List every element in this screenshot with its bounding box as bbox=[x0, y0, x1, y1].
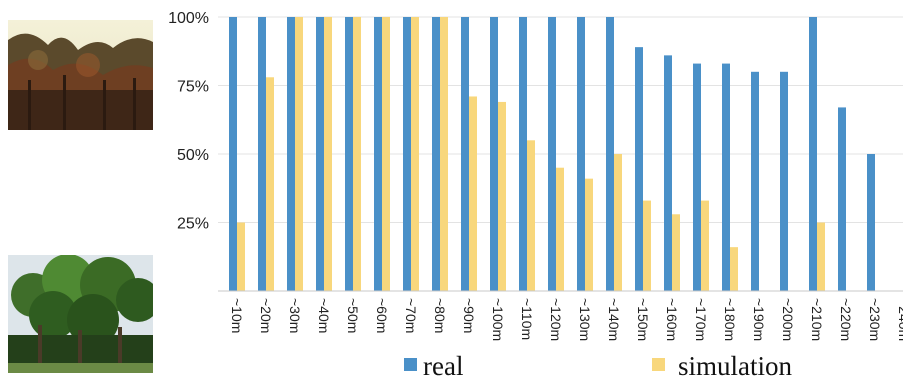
bar-real bbox=[490, 17, 498, 291]
bar-simulation bbox=[237, 222, 245, 291]
bar-real bbox=[751, 71, 759, 291]
pine-forest-image bbox=[8, 20, 153, 130]
y-axis-ticks: 100% 75% 50% 25% bbox=[168, 10, 209, 233]
bar-simulation bbox=[701, 200, 709, 291]
bar-real bbox=[693, 63, 701, 291]
bar-real bbox=[780, 71, 788, 291]
bar-simulation bbox=[469, 96, 477, 292]
bar-real bbox=[403, 17, 411, 291]
bar-real bbox=[432, 17, 440, 291]
x-tick-label: ~170m bbox=[693, 298, 709, 341]
x-tick-label: ~220m bbox=[838, 298, 854, 341]
bar-simulation bbox=[730, 247, 738, 291]
x-tick-label: ~150m bbox=[635, 298, 651, 341]
bar-real bbox=[258, 17, 266, 291]
bar-simulation bbox=[382, 17, 390, 291]
legend: real simulation bbox=[404, 351, 792, 381]
bar-real bbox=[838, 107, 846, 291]
x-tick-label: ~180m bbox=[722, 298, 738, 341]
x-tick-label: ~190m bbox=[751, 298, 767, 341]
bar-real bbox=[722, 63, 730, 291]
bar-simulation bbox=[353, 17, 361, 291]
bar-real bbox=[374, 17, 382, 291]
x-tick-label: ~70m bbox=[403, 298, 419, 333]
legend-label-real: real bbox=[423, 351, 463, 381]
y-tick-label: 100% bbox=[168, 10, 209, 27]
legend-label-simulation: simulation bbox=[678, 351, 792, 381]
x-tick-label: ~20m bbox=[258, 298, 274, 333]
x-tick-label: ~50m bbox=[345, 298, 361, 333]
bar-real bbox=[519, 17, 527, 291]
bar-simulation bbox=[498, 101, 506, 291]
x-tick-label: ~130m bbox=[577, 298, 593, 341]
x-axis-ticks: ~10m ~20m ~30m ~40m ~50m ~60m ~70m ~80m ~90m ~100… bbox=[229, 298, 903, 341]
x-tick-label: ~60m bbox=[374, 298, 390, 333]
x-tick-label: ~100m bbox=[490, 298, 506, 341]
x-tick-label: ~140m bbox=[606, 298, 622, 341]
y-tick-label: 50% bbox=[177, 147, 209, 164]
x-tick-label: ~120m bbox=[548, 298, 564, 341]
x-tick-label: ~40m bbox=[316, 298, 332, 333]
bar-real bbox=[867, 154, 875, 291]
legend-swatch-real bbox=[404, 358, 417, 371]
bar-simulation bbox=[556, 167, 564, 291]
x-tick-label: ~10m bbox=[229, 298, 245, 333]
bar-simulation bbox=[440, 17, 448, 291]
bar-real bbox=[229, 17, 237, 291]
tree-photo-bottom bbox=[8, 255, 153, 373]
bar-simulation bbox=[817, 222, 825, 291]
bar-real bbox=[316, 17, 324, 291]
bar-real bbox=[606, 17, 614, 291]
bar-real bbox=[635, 47, 643, 291]
bar-simulation bbox=[527, 140, 535, 291]
y-tick-label: 25% bbox=[177, 216, 209, 233]
bar-simulation bbox=[585, 178, 593, 291]
bar-simulation bbox=[643, 200, 651, 291]
bar-simulation bbox=[324, 17, 332, 291]
bar-real bbox=[664, 55, 672, 291]
bar-simulation bbox=[266, 77, 274, 291]
bar-real bbox=[809, 17, 817, 291]
x-tick-label: ~230m bbox=[867, 298, 883, 341]
tree-photo-top bbox=[8, 20, 153, 130]
bars bbox=[229, 17, 875, 292]
x-tick-label: ~30m bbox=[287, 298, 303, 333]
x-tick-label: ~200m bbox=[780, 298, 796, 341]
x-tick-label: ~90m bbox=[461, 298, 477, 333]
x-tick-label: ~110m bbox=[519, 298, 535, 340]
bar-real bbox=[461, 17, 469, 291]
x-tick-label: ~210m bbox=[809, 298, 825, 341]
bar-real bbox=[345, 17, 353, 291]
bar-simulation bbox=[672, 214, 680, 291]
broadleaf-forest-image bbox=[8, 255, 153, 373]
bar-real bbox=[287, 17, 295, 291]
x-tick-label: ~80m bbox=[432, 298, 448, 333]
bar-simulation bbox=[411, 17, 419, 291]
bar-simulation bbox=[295, 17, 303, 291]
y-tick-label: 75% bbox=[177, 79, 209, 96]
legend-swatch-simulation bbox=[652, 358, 665, 371]
x-tick-label: ~160m bbox=[664, 298, 680, 341]
bar-real bbox=[548, 17, 556, 291]
x-tick-label: ~240m bbox=[896, 298, 903, 341]
bar-real bbox=[577, 17, 585, 291]
bar-simulation bbox=[614, 154, 622, 291]
